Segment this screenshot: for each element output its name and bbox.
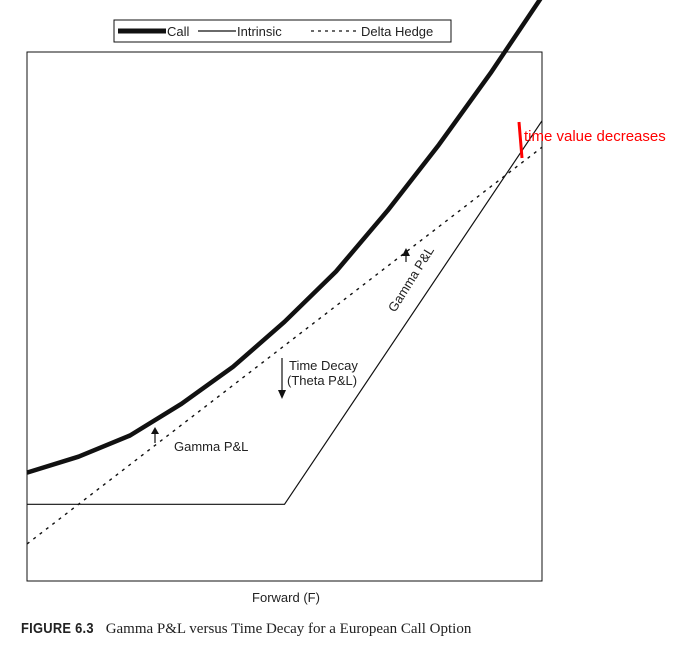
legend: Call Intrinsic Delta Hedge	[113, 19, 452, 43]
legend-label-intrinsic: Intrinsic	[237, 24, 282, 39]
annotation-arrows	[151, 121, 524, 443]
annotation-time-value-decreases: time value decreases	[524, 128, 666, 145]
series-line-call	[26, 0, 543, 475]
legend-label-call: Call	[167, 24, 190, 39]
series-layer	[26, 0, 543, 545]
figure-caption: FIGURE 6.3 Gamma P&L versus Time Decay fo…	[21, 620, 681, 638]
x-axis-label: Forward (F)	[252, 590, 320, 605]
time-value-marker	[517, 121, 524, 159]
annotations: Gamma P&L Time Decay (Theta P&L) Gamma P…	[174, 128, 666, 454]
plot-frame	[26, 51, 543, 582]
figure-label: FIGURE 6.3	[21, 620, 94, 637]
annotation-time-decay: Time Decay	[289, 358, 358, 373]
annotation-gamma-pl-right: Gamma P&L	[385, 244, 437, 315]
theta-arrow-head	[278, 390, 286, 399]
series-line-intrinsic	[27, 120, 543, 505]
gamma-arrow-left-head	[151, 427, 159, 434]
annotation-theta-pl: (Theta P&L)	[287, 373, 357, 388]
gamma-arrow-right-head	[402, 248, 410, 256]
series-line-delta-hedge	[26, 146, 543, 545]
legend-label-delta-hedge: Delta Hedge	[361, 24, 433, 39]
annotation-gamma-pl-left: Gamma P&L	[174, 439, 248, 454]
figure-caption-text: Gamma P&L versus Time Decay for a Europe…	[105, 621, 472, 637]
legend-box	[113, 19, 452, 43]
